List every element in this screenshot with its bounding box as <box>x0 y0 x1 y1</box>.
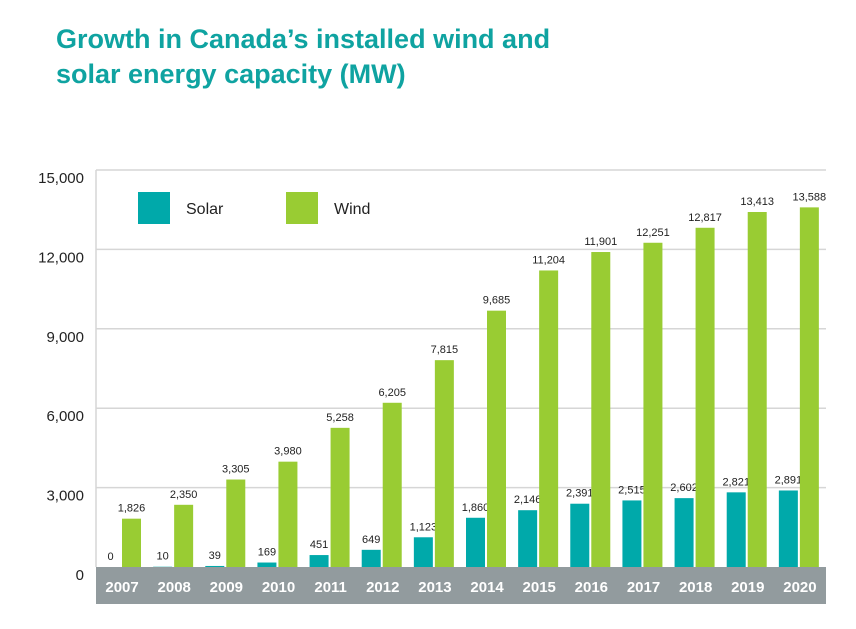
data-label-solar: 2,515 <box>618 484 646 496</box>
bar-wind <box>643 242 663 567</box>
data-label-solar: 2,602 <box>670 482 698 494</box>
data-label-wind: 6,205 <box>378 387 406 399</box>
y-tick-label: 9,000 <box>46 329 84 346</box>
x-tick-label: 2008 <box>158 579 191 596</box>
x-tick-label: 2009 <box>210 579 243 596</box>
y-tick-label: 6,000 <box>46 408 84 425</box>
data-label-solar: 451 <box>310 539 328 551</box>
y-tick-label: 15,000 <box>38 170 84 187</box>
data-label-wind: 11,204 <box>532 254 565 266</box>
data-label-solar: 0 <box>107 551 113 563</box>
data-label-wind: 9,685 <box>483 295 511 307</box>
bar-wind <box>434 360 454 567</box>
data-label-solar: 2,821 <box>722 476 750 488</box>
y-tick-label: 0 <box>76 567 84 584</box>
bar-wind <box>695 227 715 567</box>
bar-wind <box>799 207 819 568</box>
x-tick-label: 2013 <box>418 579 451 596</box>
data-label-wind: 13,588 <box>793 191 827 203</box>
bar-solar <box>466 517 485 567</box>
data-label-solar: 1,860 <box>462 502 490 514</box>
bar-solar <box>361 549 381 567</box>
chart-title-line-2: solar energy capacity (MW) <box>56 59 406 89</box>
x-tick-label: 2017 <box>627 579 660 596</box>
bar-solar <box>778 490 798 567</box>
x-tick-label: 2010 <box>262 579 295 596</box>
chart-title: Growth in Canada’s installed wind and so… <box>56 22 550 92</box>
bar-wind <box>487 310 506 567</box>
data-label-wind: 12,817 <box>688 212 722 224</box>
legend-swatch-wind <box>286 192 318 224</box>
legend-label-wind: Wind <box>334 201 370 218</box>
data-label-solar: 649 <box>362 534 380 546</box>
data-label-solar: 2,391 <box>566 488 594 500</box>
x-tick-label: 2019 <box>731 579 764 596</box>
data-label-wind: 12,251 <box>636 227 670 239</box>
bar-wind <box>330 427 350 567</box>
chart-title-line-1: Growth in Canada’s installed wind and <box>56 24 551 54</box>
x-tick-label: 2014 <box>470 579 504 596</box>
bar-solar <box>622 500 642 567</box>
x-tick-label: 2015 <box>523 579 556 596</box>
data-label-wind: 3,980 <box>274 446 302 458</box>
bar-wind <box>382 402 402 567</box>
bar-solar <box>309 555 329 567</box>
bar-solar <box>518 510 538 567</box>
data-label-wind: 3,305 <box>222 464 250 476</box>
bar-wind <box>174 504 194 567</box>
data-label-wind: 1,826 <box>118 503 146 515</box>
legend-label-solar: Solar <box>186 201 224 218</box>
bar-wind <box>278 461 298 567</box>
legend-swatch-solar <box>138 192 170 224</box>
bar-wind <box>226 479 246 567</box>
bar-wind <box>122 518 141 567</box>
x-tick-label: 2012 <box>366 579 399 596</box>
y-tick-label: 12,000 <box>38 249 84 266</box>
data-label-wind: 2,350 <box>170 489 198 501</box>
bar-solar <box>570 503 590 567</box>
data-label-solar: 2,891 <box>775 474 803 486</box>
bar-wind <box>539 270 559 567</box>
bar-solar <box>205 565 225 567</box>
data-label-solar: 169 <box>258 547 276 559</box>
bar-solar <box>257 562 277 567</box>
bar-wind <box>591 252 611 567</box>
x-tick-label: 2018 <box>679 579 712 596</box>
bar-solar <box>674 498 694 567</box>
data-label-wind: 5,258 <box>326 412 354 424</box>
x-tick-label: 2016 <box>575 579 608 596</box>
bar-wind <box>747 212 767 567</box>
data-label-wind: 7,815 <box>431 344 459 356</box>
data-label-solar: 1,123 <box>410 521 438 533</box>
bar-solar <box>413 537 433 567</box>
data-label-wind: 13,413 <box>740 196 774 208</box>
data-label-solar: 2,146 <box>514 494 542 506</box>
data-label-solar: 10 <box>157 551 169 563</box>
x-tick-label: 2020 <box>783 579 816 596</box>
x-axis-band <box>96 567 826 604</box>
x-tick-label: 2011 <box>314 579 347 596</box>
bar-solar <box>726 492 746 567</box>
data-label-wind: 11,901 <box>584 236 617 248</box>
data-label-solar: 39 <box>209 550 221 562</box>
x-tick-label: 2007 <box>105 579 138 596</box>
y-tick-label: 3,000 <box>46 488 84 505</box>
